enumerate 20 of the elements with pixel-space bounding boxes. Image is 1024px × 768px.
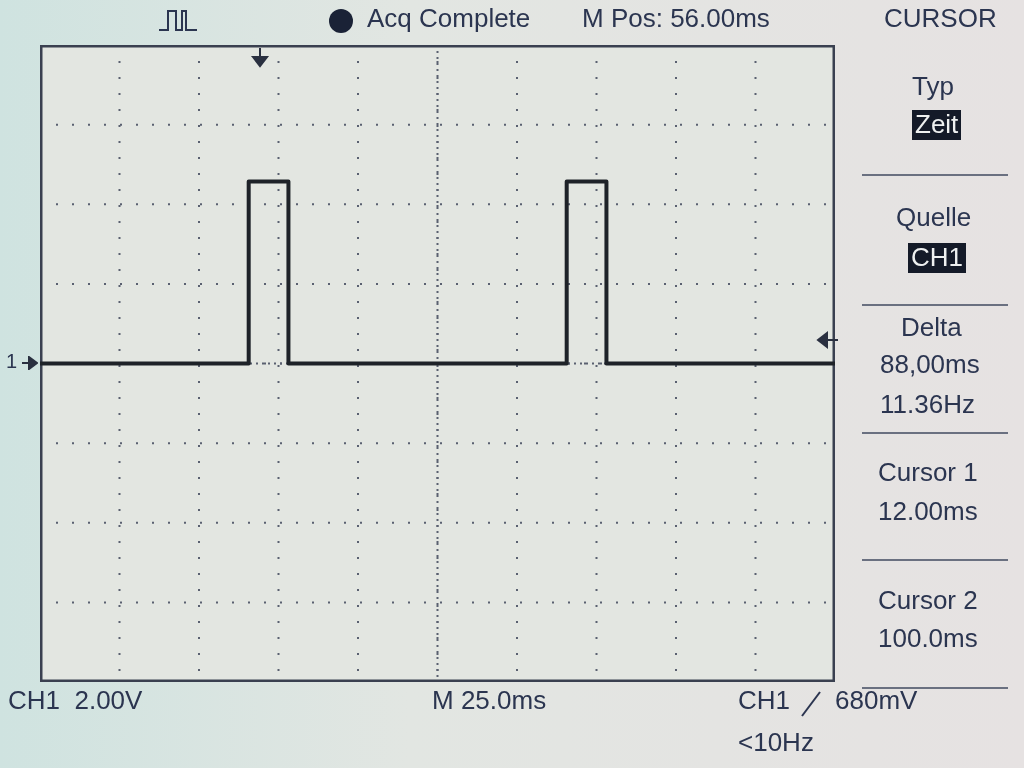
text: 1 [6, 350, 18, 373]
text: Delta [901, 312, 962, 343]
text: CURSOR [884, 3, 997, 34]
text: CH1 2.00V [8, 685, 143, 716]
text: Cursor 1 [878, 457, 978, 488]
text: Acq Complete [367, 3, 531, 34]
text: Quelle [896, 202, 972, 233]
text: Cursor 2 [878, 585, 978, 616]
text: Typ [912, 71, 954, 102]
text: 88,00ms [880, 349, 980, 380]
text: Zeit [912, 109, 962, 140]
text: M 25.0ms [432, 685, 547, 716]
text: 100.0ms [878, 623, 978, 654]
text: M Pos: 56.00ms [582, 3, 770, 34]
text: <10Hz [738, 727, 814, 758]
text: 680mV [835, 685, 918, 716]
text: 11.36Hz [880, 389, 975, 420]
text: 12.00ms [878, 496, 978, 527]
text: CH1 [738, 685, 791, 716]
text: CH1 [908, 242, 967, 273]
